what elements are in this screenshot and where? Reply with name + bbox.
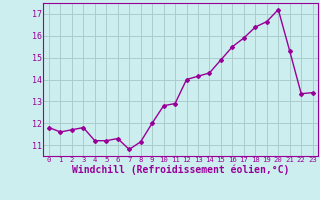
- X-axis label: Windchill (Refroidissement éolien,°C): Windchill (Refroidissement éolien,°C): [72, 165, 290, 175]
